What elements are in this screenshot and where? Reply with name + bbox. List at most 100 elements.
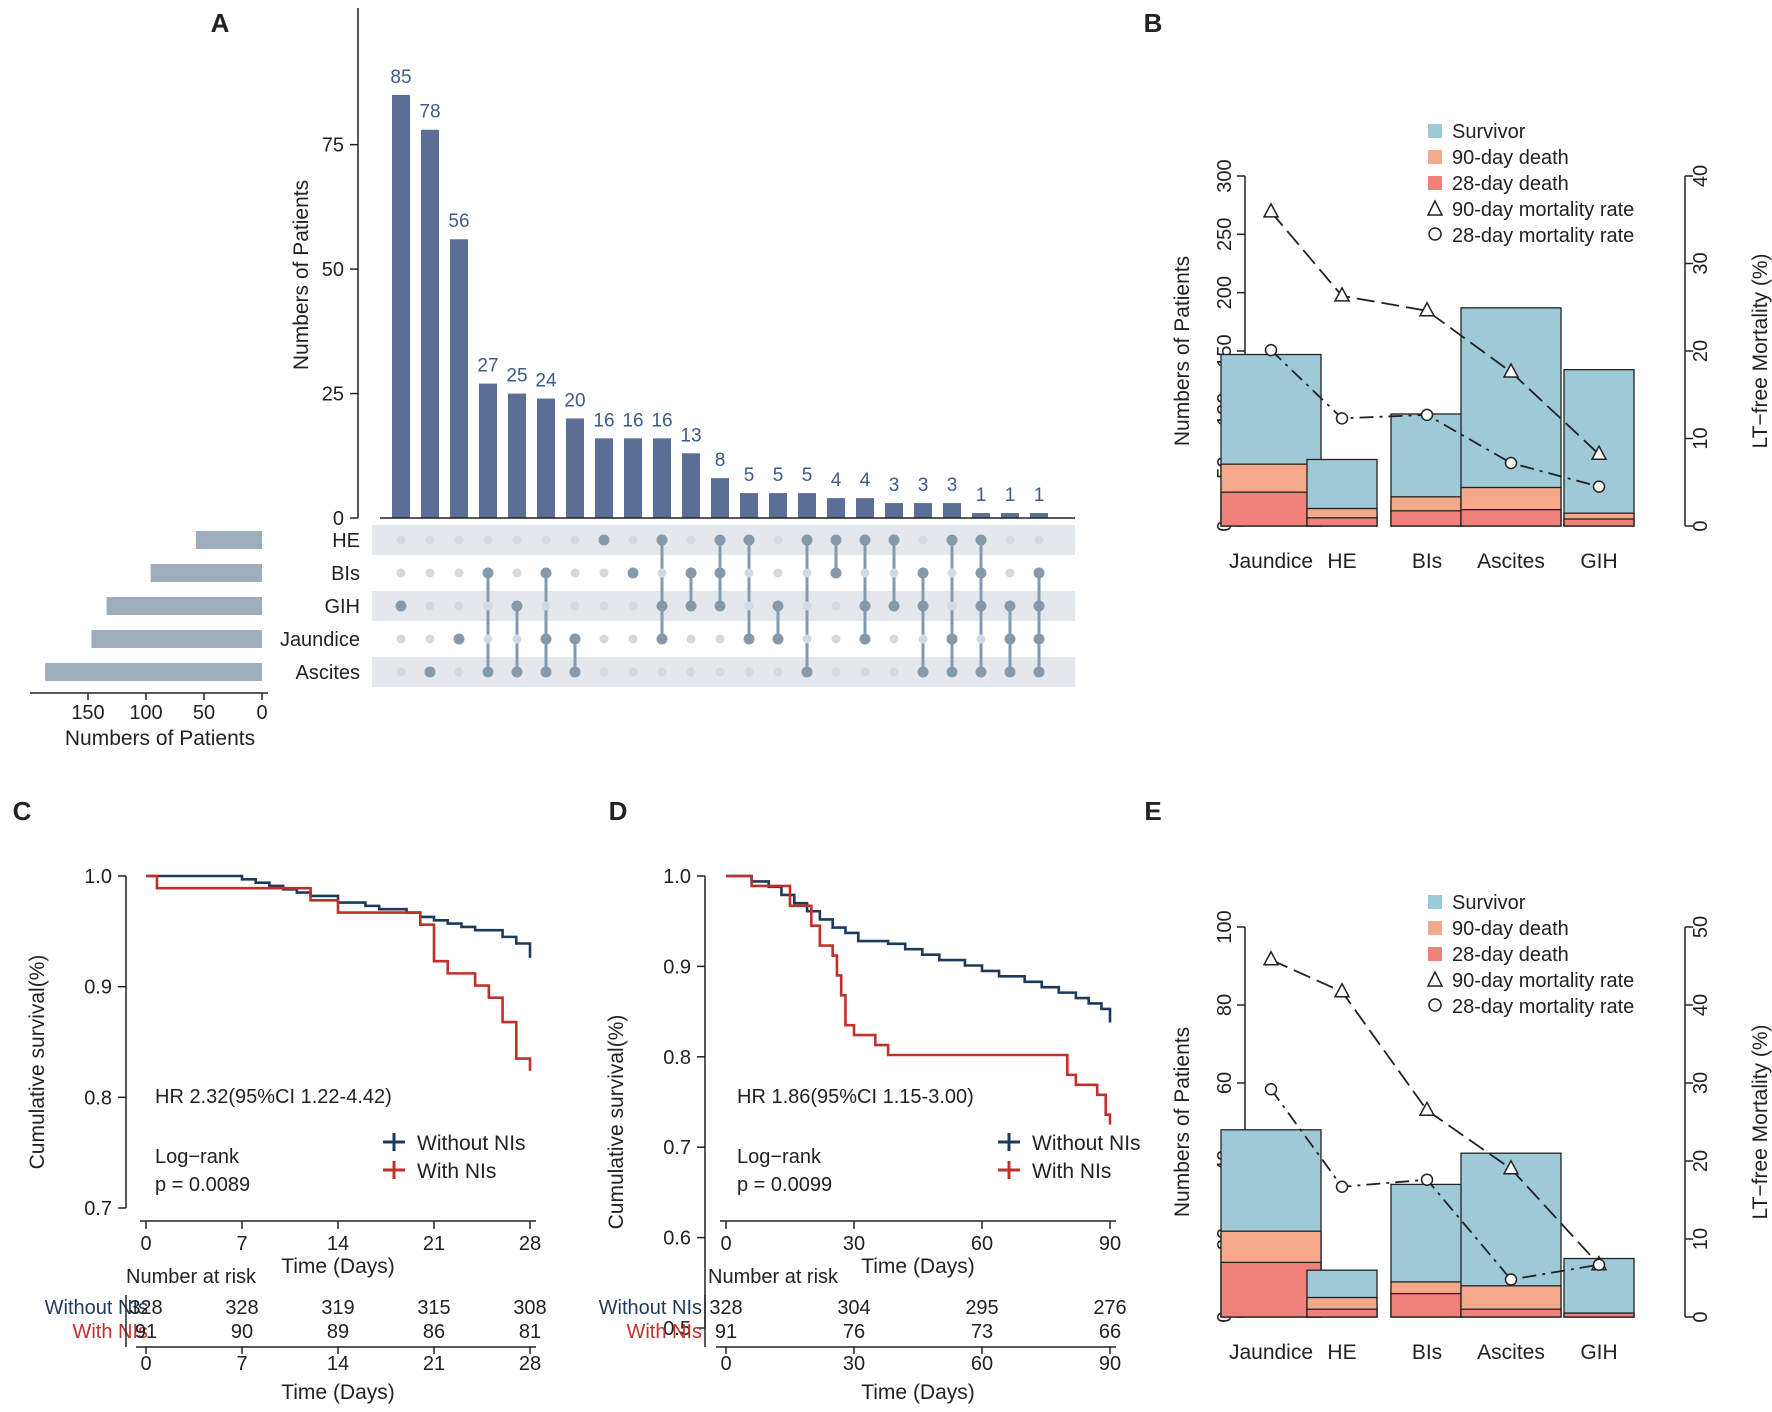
right-y-tick-label: 20: [1690, 340, 1712, 362]
right-y-tick-label: 50: [1690, 916, 1712, 938]
risk-row-label: Without NIs: [599, 1297, 702, 1319]
legend-label: 28-day mortality rate: [1452, 225, 1634, 247]
km-x-label: Time (Days): [281, 1255, 395, 1278]
matrix-dot-off: [976, 634, 986, 644]
triangle-marker: [1418, 1100, 1436, 1117]
risk-table-title: Number at risk: [126, 1266, 257, 1288]
bar-28-day-death: [1563, 1312, 1635, 1318]
left-y-label: Numbers of Patients: [1171, 256, 1194, 446]
matrix-dot-on: [598, 534, 610, 546]
bar-28-day-death: [1563, 518, 1635, 527]
upset-bar-label: 1: [1034, 485, 1045, 506]
p-value-text: p = 0.0089: [155, 1174, 250, 1196]
upset-bar: [769, 493, 787, 518]
upset-bar-label: 3: [918, 475, 929, 496]
left-y-tick-label: 300: [1214, 159, 1236, 192]
matrix-dot-on: [772, 600, 784, 612]
risk-value: 295: [965, 1297, 998, 1319]
matrix-dot-on: [1033, 633, 1045, 645]
matrix-dot-on: [859, 600, 871, 612]
matrix-dot-off: [599, 601, 609, 611]
triangle-marker: [1502, 1159, 1520, 1175]
upset-y-tick-label: 50: [322, 259, 344, 281]
km-y-tick-label: 0.8: [663, 1047, 691, 1069]
matrix-dot-off: [686, 634, 696, 644]
matrix-dot-on: [975, 567, 987, 579]
km-y-label: Cumulative survival(%): [26, 955, 49, 1170]
circle-marker: [1504, 1273, 1518, 1286]
upset-bar-label: 4: [860, 470, 871, 491]
matrix-dot-on: [540, 666, 552, 678]
legend-swatch: [1428, 947, 1442, 961]
upset-bar-label: 3: [947, 475, 958, 496]
matrix-dot-off: [425, 568, 435, 578]
risk-table-title: Number at risk: [708, 1266, 839, 1288]
bar-28-day-death: [1220, 1261, 1322, 1318]
matrix-dot-on: [1033, 600, 1045, 612]
right-y-label: LT−free Mortality (%): [1749, 1024, 1772, 1219]
matrix-dot-on: [656, 534, 668, 546]
matrix-dot-on: [917, 567, 929, 579]
risk-value: 308: [513, 1297, 546, 1319]
risk-x-label: Time (Days): [281, 1381, 395, 1404]
matrix-dot-on: [482, 567, 494, 579]
matrix-dot-off: [744, 601, 754, 611]
matrix-dot-off: [889, 568, 899, 578]
matrix-dot-off: [483, 601, 493, 611]
matrix-dot-on: [1004, 666, 1016, 678]
matrix-dot-on: [946, 666, 958, 678]
upset-bar-label: 3: [889, 475, 900, 496]
matrix-dot-on: [685, 600, 697, 612]
upset-bar: [856, 498, 874, 518]
upset-bar: [943, 503, 961, 518]
upset-bar-label: 1: [976, 485, 987, 506]
matrix-dot-off: [773, 667, 783, 677]
matrix-dot-on: [511, 666, 523, 678]
matrix-dot-on: [540, 633, 552, 645]
upset-bar: [798, 493, 816, 518]
upset-bar: [537, 398, 555, 518]
km-curve-without-nis: [146, 874, 532, 958]
km-y-tick-label: 0.7: [84, 1198, 112, 1220]
upset-bar-label: 56: [448, 211, 469, 232]
hazard-ratio-text: HR 1.86(95%CI 1.15-3.00): [737, 1086, 974, 1108]
matrix-dot-off: [570, 535, 580, 545]
p-value-text: p = 0.0099: [737, 1174, 832, 1196]
legend-label: Without NIs: [417, 1132, 526, 1155]
circle-marker: [1592, 1258, 1606, 1271]
upset-bar: [479, 383, 497, 518]
matrix-dot-on: [801, 534, 813, 546]
mortality-line: [1270, 211, 1600, 455]
legend-circle-icon: [1428, 227, 1442, 241]
legend-swatch: [1428, 176, 1442, 190]
set-name-he: HE: [332, 530, 360, 552]
upset-y-tick-label: 75: [322, 135, 344, 157]
category-label: BIs: [1412, 1341, 1442, 1364]
matrix-dot-off: [396, 568, 406, 578]
risk-row-label: With NIs: [626, 1321, 702, 1343]
panel-label-C: C: [13, 796, 32, 826]
left-y-tick-label: 100: [1214, 910, 1236, 943]
risk-value: 90: [231, 1321, 253, 1343]
matrix-dot-off: [831, 634, 841, 644]
matrix-dot-off: [512, 634, 522, 644]
km-x-tick-label: 14: [327, 1233, 349, 1255]
matrix-dot-on: [511, 600, 523, 612]
category-label: GIH: [1580, 550, 1617, 573]
bar-28-day-death: [1390, 510, 1464, 527]
risk-x-tick-label: 7: [236, 1353, 247, 1375]
triangle-marker: [1333, 286, 1351, 302]
circle-marker: [1504, 456, 1518, 470]
matrix-dot-on: [772, 633, 784, 645]
triangle-marker: [1333, 982, 1351, 998]
matrix-dot-on: [946, 534, 958, 546]
matrix-dot-on: [569, 633, 581, 645]
matrix-dot-on: [395, 600, 407, 612]
risk-x-tick-label: 21: [423, 1353, 445, 1375]
matrix-dot-on: [830, 534, 842, 546]
circle-marker: [1264, 1082, 1278, 1096]
risk-x-tick-label: 0: [720, 1353, 731, 1375]
matrix-dot-on: [859, 534, 871, 546]
triangle-marker: [1418, 301, 1436, 317]
matrix-dot-off: [628, 601, 638, 611]
